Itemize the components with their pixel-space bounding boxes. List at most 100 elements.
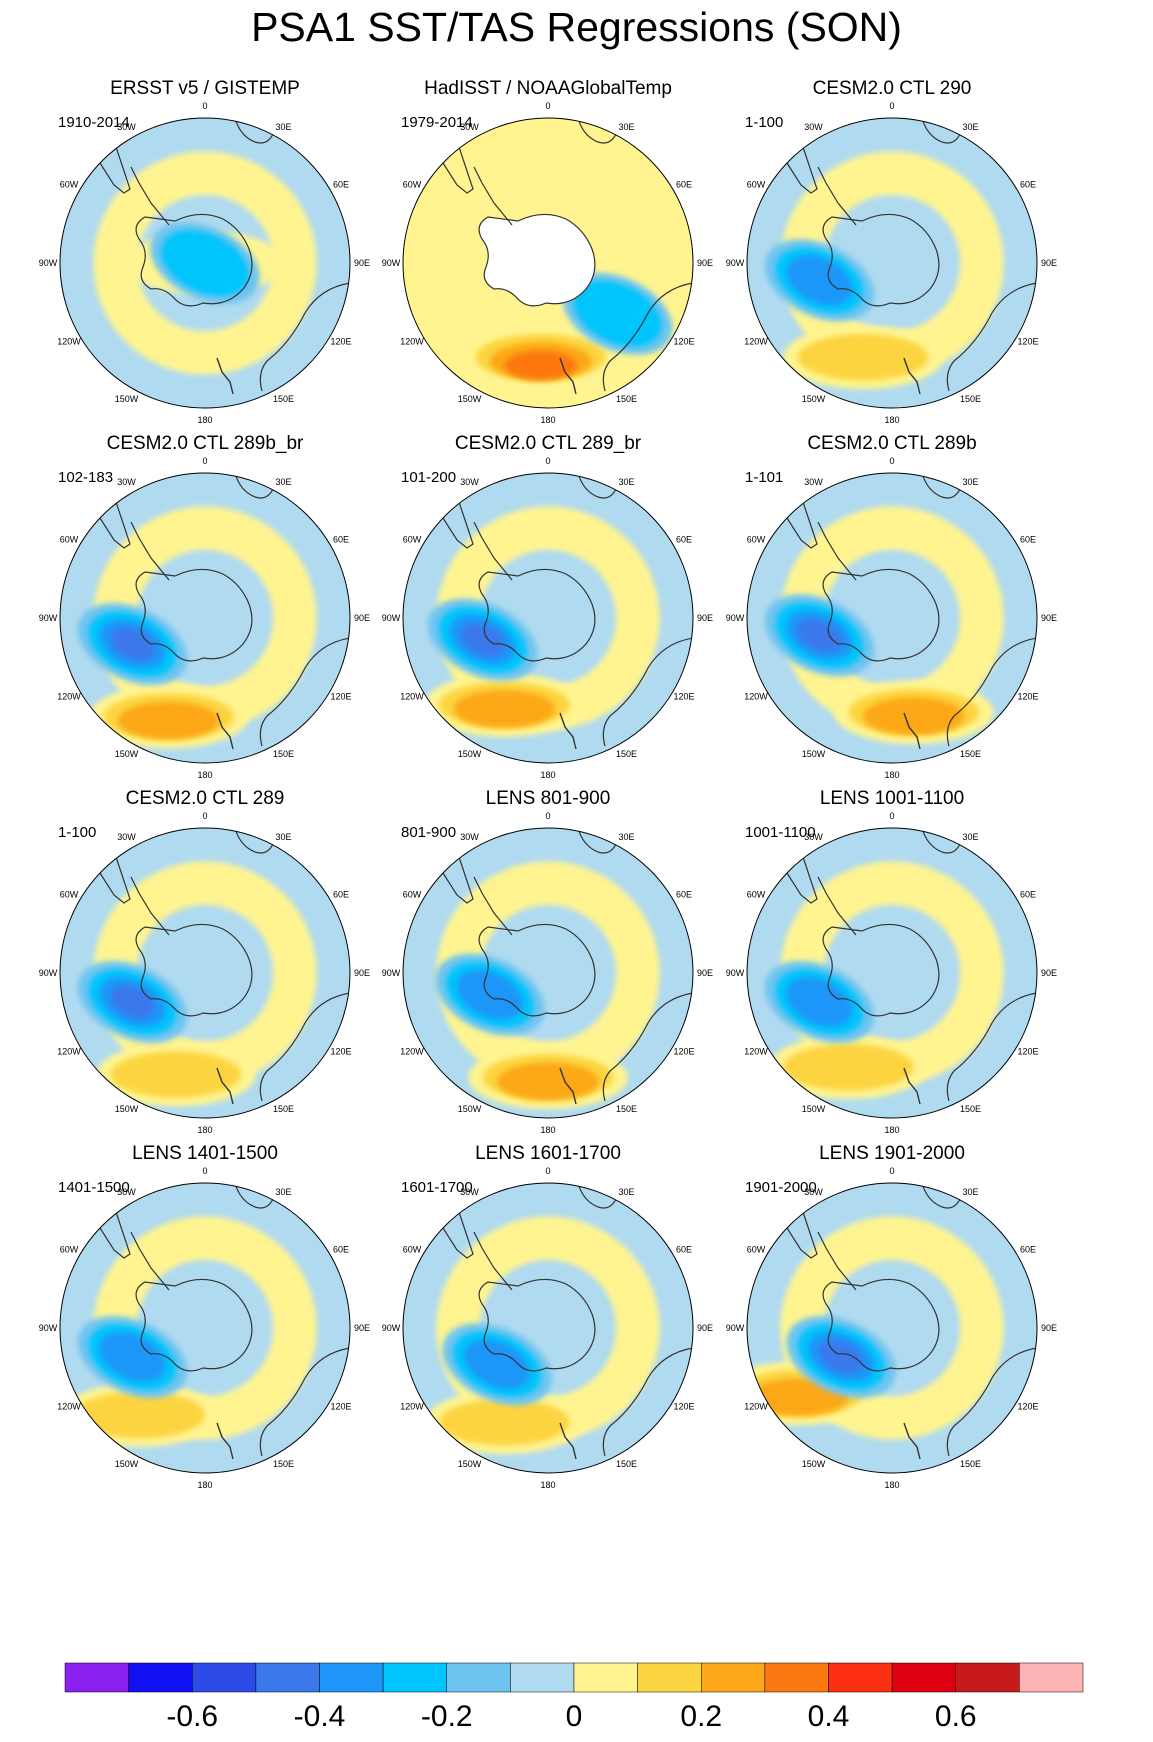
longitude-label: 150E <box>960 394 981 404</box>
map-panel: ERSST v5 / GISTEMP 0 30E 60E 90E 120E 150E 180 1… <box>25 78 385 458</box>
panel-title: LENS 1601-1700 <box>475 1143 621 1164</box>
south-america-coastline <box>442 1205 474 1259</box>
period-label: 801-900 <box>401 824 457 841</box>
longitude-label: 60W <box>60 535 79 545</box>
colorbar-box <box>192 1662 257 1693</box>
longitude-label: 180 <box>540 1125 555 1135</box>
longitude-label: 180 <box>540 415 555 425</box>
longitude-label: 60W <box>747 535 766 545</box>
map-border <box>59 1182 351 1474</box>
longitude-label: 90E <box>354 968 370 978</box>
antarctic-peninsula <box>817 521 857 581</box>
longitude-label: 150W <box>802 1459 826 1469</box>
colorbar-box <box>1019 1662 1084 1693</box>
longitude-label: 0 <box>889 811 894 821</box>
longitude-label: 90W <box>39 258 58 268</box>
longitude-label: 0 <box>202 456 207 466</box>
new-zealand-coastline <box>216 712 234 750</box>
longitude-label: 60E <box>1020 180 1036 190</box>
longitude-label: 60W <box>747 890 766 900</box>
map-border <box>746 827 1038 1119</box>
period-label: 1-100 <box>58 824 97 841</box>
antarctica-coastline <box>478 568 596 662</box>
longitude-label: 90E <box>697 968 713 978</box>
south-america-coastline <box>99 495 131 549</box>
longitude-label: 30E <box>618 832 634 842</box>
longitude-label: 90W <box>726 258 745 268</box>
map-border <box>402 117 694 409</box>
colorbar-tick-label: 0.6 <box>934 1700 977 1733</box>
new-zealand-coastline <box>903 712 921 750</box>
africa-coastline <box>921 828 961 854</box>
map-border <box>746 472 1038 764</box>
period-label: 1001-1100 <box>745 824 816 841</box>
longitude-label: 90W <box>382 613 401 623</box>
longitude-label: 180 <box>197 1125 212 1135</box>
polar-map: 0 30E 60E 90E 120E 150E 180 150W 120W 90W 60W 30W <box>382 811 713 1135</box>
africa-coastline <box>577 473 617 499</box>
australia-coastline <box>946 1347 1037 1457</box>
longitude-label: 120E <box>673 1047 694 1057</box>
longitude-label: 90W <box>726 1323 745 1333</box>
longitude-label: 180 <box>540 770 555 780</box>
panel-title: LENS 1401-1500 <box>132 1143 278 1164</box>
longitude-label: 120E <box>1017 337 1038 347</box>
colorbar-tick-label: 0 <box>565 1700 583 1733</box>
period-label: 1401-1500 <box>58 1179 130 1196</box>
australia-coastline <box>946 637 1037 747</box>
longitude-label: 180 <box>197 770 212 780</box>
longitude-label: 180 <box>884 415 899 425</box>
longitude-label: 60W <box>403 1245 422 1255</box>
south-america-coastline <box>442 850 474 904</box>
south-america-coastline <box>442 140 474 194</box>
map-border <box>746 117 1038 409</box>
longitude-label: 90E <box>1041 1323 1057 1333</box>
cold-anomaly <box>161 230 249 296</box>
longitude-label: 30E <box>962 477 978 487</box>
longitude-label: 60W <box>403 180 422 190</box>
map-panel: LENS 1401-1500 0 30E 60E 90E 120E 150E 180 150W 1… <box>25 1143 385 1523</box>
antarctic-peninsula <box>130 521 170 581</box>
longitude-label: 30W <box>117 477 136 487</box>
longitude-label: 30E <box>275 832 291 842</box>
cold-anomaly <box>464 1339 531 1389</box>
panel-title: LENS 1901-2000 <box>819 1143 965 1164</box>
map-border <box>59 827 351 1119</box>
longitude-label: 90E <box>354 613 370 623</box>
warm-anomaly-core <box>453 690 556 728</box>
new-zealand-coastline <box>559 1067 577 1105</box>
longitude-label: 60E <box>1020 1245 1036 1255</box>
longitude-label: 90W <box>726 613 745 623</box>
longitude-label: 120W <box>57 337 81 347</box>
longitude-label: 60E <box>333 535 349 545</box>
australia-coastline <box>602 1347 693 1457</box>
map-panel: LENS 1001-1100 0 30E 60E 90E 120E 150E 180 150W 1… <box>712 788 1072 1168</box>
longitude-label: 150E <box>960 1459 981 1469</box>
longitude-label: 180 <box>884 1480 899 1490</box>
polar-map: 0 30E 60E 90E 120E 150E 180 150W 120W 90W 60W 30W <box>39 1166 370 1490</box>
map-border <box>402 472 694 764</box>
positive-ring <box>93 151 317 375</box>
south-america-coastline <box>99 1205 131 1259</box>
australia-coastline <box>259 992 350 1102</box>
polar-map: 0 30E 60E 90E 120E 150E 180 150W 120W 90W 60W 30W <box>382 101 713 425</box>
new-zealand-coastline <box>216 1067 234 1105</box>
longitude-label: 90W <box>726 968 745 978</box>
antarctica-coastline <box>822 1278 940 1372</box>
longitude-label: 150W <box>802 1104 826 1114</box>
map-panel: LENS 1901-2000 0 30E 60E 90E 120E 150E 180 150W 1… <box>712 1143 1072 1523</box>
antarctic-peninsula <box>473 876 513 936</box>
colorbar-box <box>637 1662 702 1693</box>
longitude-label: 150W <box>458 394 482 404</box>
polar-map: 0 30E 60E 90E 120E 150E 180 150W 120W 90W 60W 30W <box>726 1166 1057 1490</box>
longitude-label: 90E <box>1041 258 1057 268</box>
longitude-label: 60W <box>747 180 766 190</box>
longitude-label: 60E <box>676 890 692 900</box>
south-america-coastline <box>99 140 131 194</box>
cold-anomaly <box>786 977 853 1027</box>
longitude-label: 120W <box>744 1047 768 1057</box>
longitude-label: 30W <box>804 832 823 842</box>
period-label: 101-200 <box>401 469 457 486</box>
longitude-label: 60E <box>333 890 349 900</box>
longitude-label: 30W <box>460 832 479 842</box>
